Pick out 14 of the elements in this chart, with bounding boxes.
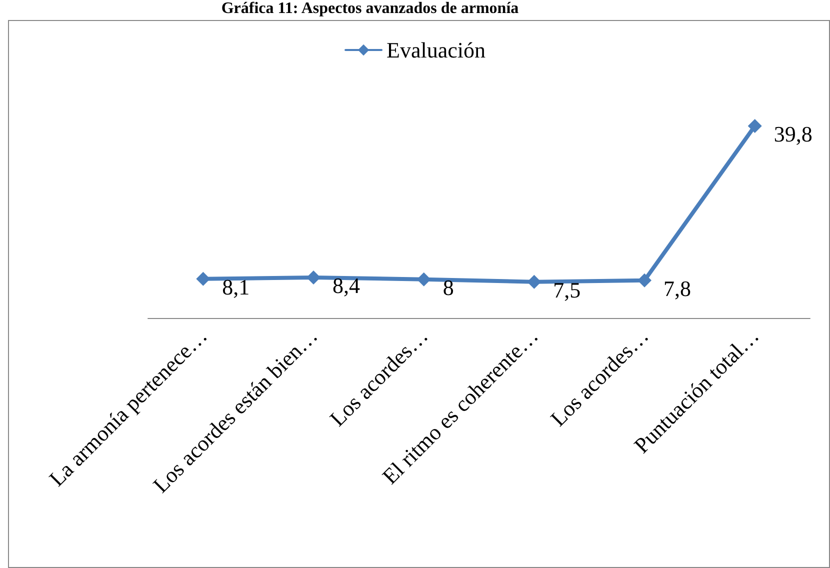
point (306, 270, 320, 284)
data-label: 8 (442, 274, 454, 300)
data-label: 7,8 (664, 276, 691, 301)
point (527, 274, 542, 289)
data-label: 7,5 (553, 277, 581, 302)
point (638, 273, 652, 288)
point (748, 119, 762, 133)
data-label: 8,4 (332, 272, 360, 298)
data-label: 39,8 (774, 122, 812, 146)
legend-label: Evaluación (386, 38, 486, 62)
data-label: 8,1 (222, 274, 250, 300)
chart-title: Gráfica 11: Aspectos avanzados de armonía (220, 0, 520, 18)
point (196, 272, 210, 286)
point (416, 272, 431, 286)
